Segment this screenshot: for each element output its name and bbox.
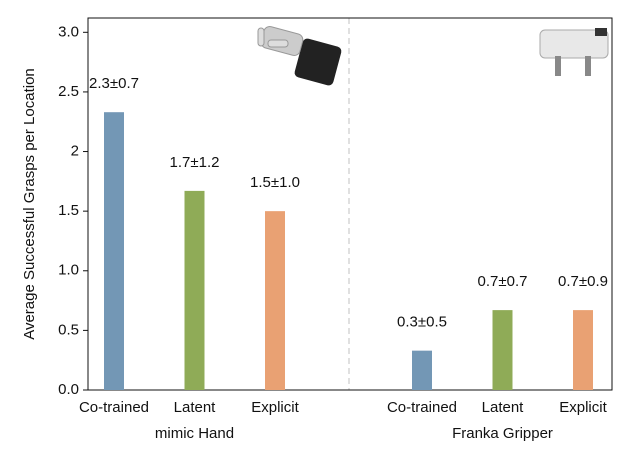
y-tick-label: 0.0 bbox=[58, 381, 79, 398]
x-tick-label: Explicit bbox=[559, 399, 607, 416]
y-axis-label: Average Successful Grasps per Location bbox=[21, 68, 38, 340]
gripper-icon bbox=[539, 28, 609, 76]
y-tick-label: 0.5 bbox=[58, 321, 79, 338]
y-tick-label: 1.0 bbox=[58, 262, 79, 279]
value-label: 0.7±0.9 bbox=[558, 273, 608, 290]
bar bbox=[265, 211, 285, 390]
value-label: 1.7±1.2 bbox=[170, 154, 220, 171]
x-tick-label: Co-trained bbox=[387, 399, 457, 416]
y-tick-label: 3.0 bbox=[58, 23, 79, 40]
bar bbox=[412, 350, 432, 390]
y-tick-label: 1.5 bbox=[58, 202, 79, 219]
x-tick-label: Co-trained bbox=[79, 399, 149, 416]
y-tick-label: 2 bbox=[71, 143, 79, 160]
value-label: 0.3±0.5 bbox=[397, 314, 447, 331]
value-label: 2.3±0.7 bbox=[89, 75, 139, 92]
group-label: mimic Hand bbox=[155, 425, 234, 442]
value-label: 0.7±0.7 bbox=[478, 273, 528, 290]
bar bbox=[104, 112, 124, 390]
bar bbox=[573, 310, 593, 390]
y-tick-label: 2.5 bbox=[58, 83, 79, 100]
value-label: 1.5±1.0 bbox=[250, 174, 300, 191]
bar bbox=[492, 310, 513, 390]
x-tick-label: Latent bbox=[482, 399, 525, 416]
robot-hand-icon bbox=[257, 26, 342, 86]
bar bbox=[184, 190, 205, 390]
x-tick-label: Explicit bbox=[251, 399, 299, 416]
group-label: Franka Gripper bbox=[452, 425, 553, 442]
plot-frame bbox=[87, 17, 613, 391]
x-tick-label: Latent bbox=[174, 399, 217, 416]
